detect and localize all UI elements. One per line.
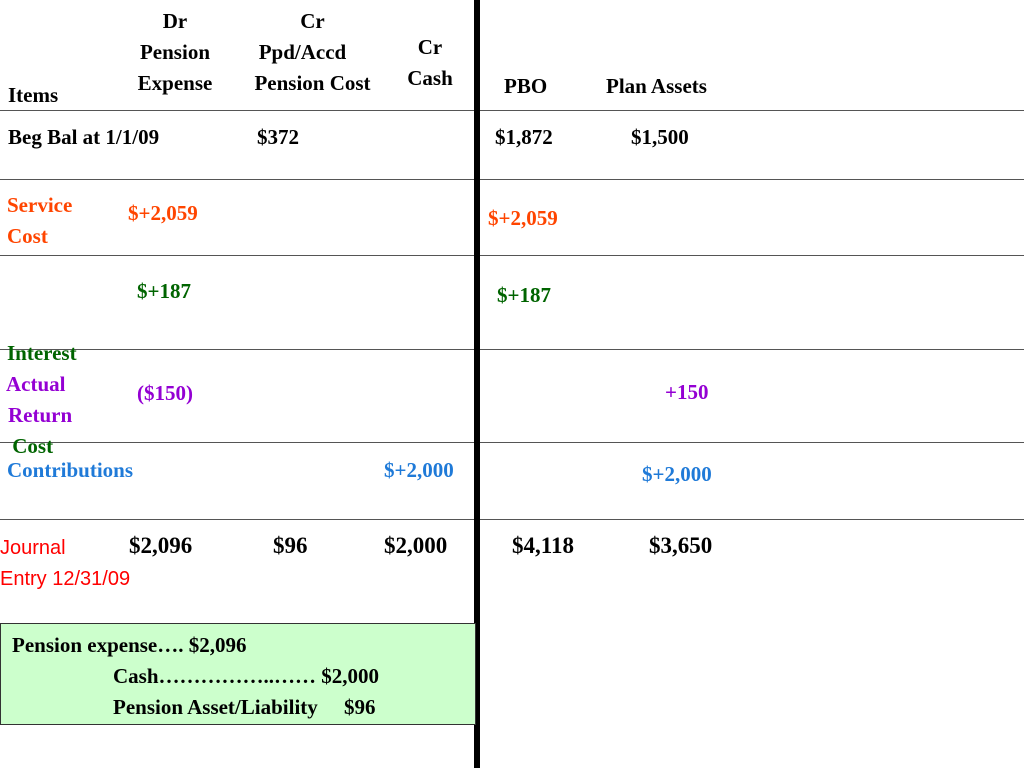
entry-line-cash: Cash……………..…… $2,000 bbox=[113, 664, 380, 688]
column-divider bbox=[474, 0, 480, 768]
interest-cost-label-line2: Cost bbox=[7, 434, 54, 458]
row-divider bbox=[0, 255, 1024, 256]
actual-return-label: Actual Return bbox=[6, 369, 72, 431]
beg-bal-label: Beg Bal at 1/1/09 bbox=[8, 125, 160, 149]
header-plan-assets: Plan Assets bbox=[606, 74, 707, 98]
row-divider bbox=[0, 349, 1024, 350]
interest-cost-label: Interest Cost bbox=[7, 276, 77, 524]
header-cr2-line2: Cash bbox=[407, 66, 453, 90]
header-cr1-line1: Cr bbox=[300, 9, 325, 33]
actual-return-label-line2: Return bbox=[8, 403, 73, 427]
service-cost-label: Service Cost bbox=[7, 190, 72, 252]
beg-bal-plan-assets: $1,500 bbox=[631, 125, 689, 149]
header-cr-cash: Cr Cash bbox=[395, 32, 465, 94]
actual-return-plan-assets: +150 bbox=[665, 380, 709, 404]
row-divider bbox=[0, 110, 1024, 111]
journal-entry-cash: $2,000 bbox=[384, 533, 448, 558]
row-divider bbox=[0, 519, 1024, 520]
header-cr-ppd-accd: Cr Ppd/Accd Pension Cost bbox=[230, 6, 395, 99]
header-cr2-line1: Cr bbox=[417, 35, 443, 59]
service-cost-label-line2: Cost bbox=[7, 224, 48, 248]
header-dr-line2: Pension bbox=[139, 40, 210, 64]
actual-return-label-line1: Actual bbox=[6, 372, 66, 396]
beg-bal-pbo: $1,872 bbox=[495, 125, 553, 149]
actual-return-pension-expense: ($150) bbox=[137, 381, 193, 405]
header-cr1-line3: Pension Cost bbox=[254, 71, 371, 95]
entry-line-pension-asset-liability: Pension Asset/Liability $96 bbox=[113, 695, 376, 719]
service-cost-label-line1: Service bbox=[7, 193, 73, 217]
interest-cost-pension-expense: $+187 bbox=[137, 279, 191, 303]
header-dr-line1: Dr bbox=[162, 9, 188, 33]
interest-cost-label-line1: Interest bbox=[7, 341, 77, 365]
journal-entry-pbo: $4,118 bbox=[512, 533, 574, 558]
header-dr-pension-expense: Dr Pension Expense bbox=[120, 6, 230, 99]
row-divider bbox=[0, 179, 1024, 180]
service-cost-pension-expense: $+2,059 bbox=[128, 201, 198, 225]
journal-entry-plan-assets: $3,650 bbox=[649, 533, 713, 558]
service-cost-pbo: $+2,059 bbox=[488, 206, 558, 230]
journal-entry-pension-expense: $2,096 bbox=[129, 533, 193, 558]
journal-entry-label-line1: Journal bbox=[0, 537, 66, 559]
header-items: Items bbox=[8, 83, 59, 107]
beg-bal-ppd-accd: $372 bbox=[257, 125, 299, 149]
row-divider bbox=[0, 442, 1024, 443]
header-cr1-line2: Ppd/Accd bbox=[258, 40, 347, 64]
journal-entry-label: Journal Entry 12/31/09 bbox=[0, 533, 130, 595]
header-pbo: PBO bbox=[504, 74, 548, 98]
journal-entry-label-line2: Entry 12/31/09 bbox=[0, 568, 131, 590]
journal-entry-box: Pension expense…. $2,096 Cash……………..…… $… bbox=[0, 623, 476, 725]
contributions-plan-assets: $+2,000 bbox=[642, 462, 712, 486]
entry-line-pension-expense: Pension expense…. $2,096 bbox=[12, 633, 247, 657]
journal-entry-ppd-accd: $96 bbox=[273, 533, 308, 558]
contributions-label: Contributions bbox=[7, 458, 134, 482]
header-dr-line3: Expense bbox=[137, 71, 213, 95]
contributions-cash: $+2,000 bbox=[384, 458, 454, 482]
interest-cost-pbo: $+187 bbox=[497, 283, 551, 307]
